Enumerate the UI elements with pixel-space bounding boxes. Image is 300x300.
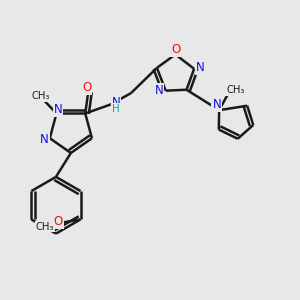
Text: CH₃: CH₃	[32, 91, 50, 101]
Text: N: N	[212, 98, 221, 111]
Text: CH₃: CH₃	[35, 222, 54, 232]
Text: N: N	[40, 133, 49, 146]
Text: H: H	[112, 104, 120, 114]
Text: N: N	[112, 96, 120, 109]
Text: O: O	[171, 43, 181, 56]
Text: CH₃: CH₃	[226, 85, 244, 95]
Text: N: N	[54, 103, 62, 116]
Text: O: O	[54, 215, 63, 228]
Text: N: N	[155, 84, 164, 97]
Text: N: N	[196, 61, 205, 74]
Text: O: O	[82, 81, 92, 94]
